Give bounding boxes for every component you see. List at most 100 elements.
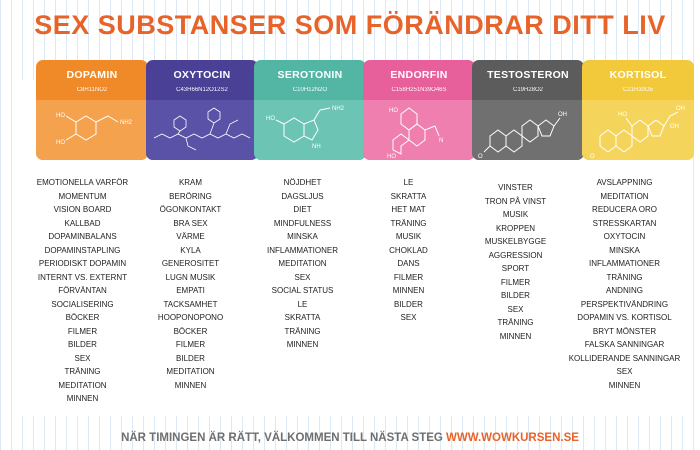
endorphin-molecule-icon: HO N HO [387, 107, 443, 160]
list-item: PERSPEKTIVÄNDRING [580, 299, 669, 309]
list-item: BILDER [394, 299, 423, 309]
card-header: TESTOSTERON C19H28O2 [472, 60, 584, 100]
list-item: AVSLAPPNING [596, 178, 653, 187]
substance-card-endorfin: ENDORFIN C158H251N39O46S HO N HO [363, 60, 475, 160]
list-item: STRESSKARTAN [592, 218, 657, 228]
list-item: BRA SEX [173, 218, 208, 228]
list-item: MINNEN [499, 331, 532, 341]
page-title: SEX SUBSTANSER SOM FÖRÄNDRAR DITT LIV [34, 10, 666, 40]
list-item: MINNEN [174, 380, 207, 390]
list-item: SEX [294, 272, 311, 282]
substance-name: KORTISOL [609, 69, 667, 81]
list-item: FILMER [67, 326, 98, 336]
svg-text:HO: HO [387, 154, 396, 160]
svg-text:HO: HO [56, 113, 65, 119]
list-item: PERIODISKT DOPAMIN [38, 259, 127, 268]
card-structure: HO N HO [363, 100, 475, 160]
list-item: SEX [74, 353, 91, 363]
list-item: DOPAMINBALANS [48, 232, 117, 241]
list-item: HOOPONOPONO [157, 313, 224, 322]
item-list-testosteron: VINSTER TRON PÅ VINST MUSIK KROPPEN MUSKELBY… [455, 181, 576, 343]
svg-text:OH: OH [670, 124, 679, 130]
item-list-dopamin: EMOTIONELLA VARFÖR MOMENTUM VISION BOARD KA… [22, 176, 143, 406]
list-item: KOLLIDERANDE SANNINGAR [568, 353, 681, 363]
list-item: SEX [507, 304, 524, 314]
list-item: MUSIK [502, 210, 529, 219]
list-item: MINSKA [609, 245, 640, 255]
list-item: SKRATTA [390, 191, 427, 201]
list-item: KALLBAD [64, 218, 101, 228]
list-item: TRÄNING [284, 326, 321, 336]
list-item: MOMENTUM [58, 191, 107, 201]
substance-formula: C21H30O5 [622, 87, 654, 93]
substance-formula: C43H66N12O12S2 [176, 87, 228, 93]
svg-text:HO: HO [389, 108, 398, 114]
substance-name: SEROTONIN [277, 69, 343, 81]
list-item: TRÄNING [606, 272, 643, 282]
list-item: HET MAT [391, 205, 426, 214]
item-list-serotonin: NÖJDHET DAGSLJUS DIET MINDFULNESS MINSKA INFL… [242, 176, 363, 352]
list-item: NÖJDHET [283, 178, 322, 187]
substance-card-testosteron: TESTOSTERON C19H28O2 OH O [472, 60, 584, 160]
svg-text:NH: NH [312, 144, 321, 150]
svg-text:OH: OH [676, 106, 685, 112]
list-item: ANDNING [606, 286, 643, 295]
substance-formula: C19H28O2 [512, 87, 544, 93]
list-item: MINDFULNESS [273, 218, 332, 228]
list-item: BILDER [501, 291, 530, 300]
list-item: INFLAMMATIONER [589, 259, 660, 268]
substance-card-dopamin: DOPAMIN C8H11NO2 HO HO NH2 [36, 60, 148, 160]
list-item: CHOKLAD [389, 245, 428, 255]
svg-text:N: N [439, 138, 443, 144]
list-item: BILDER [176, 353, 205, 363]
oxytocin-molecule-icon [153, 107, 251, 151]
list-item: SEX [400, 313, 417, 322]
substance-formula: C158H251N39O46S [391, 87, 447, 93]
substance-name: ENDORFIN [390, 69, 448, 81]
list-item: FÖRVÄNTAN [58, 286, 107, 295]
svg-text:NH2: NH2 [332, 106, 345, 112]
card-header: SEROTONIN C10H12N2O [254, 60, 366, 100]
list-item: EMOTIONELLA VARFÖR [36, 178, 129, 187]
list-item: MINNEN [286, 340, 319, 349]
list-item: DIET [293, 205, 312, 214]
list-item: OXYTOCIN [603, 232, 646, 241]
footer-url-link[interactable]: WWW.WOWKURSEN.SE [446, 432, 579, 444]
list-item: KROPPEN [495, 223, 536, 233]
list-item: SKRATTA [284, 313, 321, 322]
card-structure: HO HO NH2 [36, 100, 148, 160]
list-item: TRÄNING [390, 218, 427, 228]
list-item: MUSKELBYGGE [484, 237, 547, 246]
svg-text:HO: HO [618, 112, 627, 118]
list-item: TRÄNING [497, 318, 534, 327]
card-header: OXYTOCIN C43H66N12O12S2 [146, 60, 258, 100]
list-item: MINNEN [66, 394, 99, 403]
list-item: TRÄNING [64, 367, 101, 376]
substance-card-kortisol: KORTISOL C21H30O5 HO OH OH O [582, 60, 694, 160]
card-structure [146, 100, 258, 160]
list-item: ÖGONKONTAKT [159, 205, 222, 214]
list-item: MINNEN [608, 380, 641, 390]
list-item: BILDER [68, 340, 97, 349]
list-item: FILMER [500, 277, 531, 287]
list-item: LUGN MUSIK [165, 272, 216, 282]
list-item: INFLAMMATIONER [267, 245, 338, 255]
list-item: DOPAMIN VS. KORTISOL [577, 313, 672, 322]
list-item: BÖCKER [65, 313, 100, 322]
card-structure: OH O [472, 100, 584, 160]
svg-text:NH2: NH2 [120, 120, 133, 126]
testosterone-molecule-icon: OH O [478, 112, 567, 160]
list-item: SEX [616, 367, 633, 376]
list-item: SOCIALISERING [51, 299, 114, 309]
footer-text: NÄR TIMINGEN ÄR RÄTT, VÄLKOMMEN TILL NÄS… [121, 432, 443, 444]
list-item: SOCIAL STATUS [271, 286, 334, 295]
card-structure: HO NH2 NH [254, 100, 366, 160]
list-item: KRAM [178, 178, 203, 187]
list-item: BÖCKER [173, 326, 208, 336]
serotonin-molecule-icon: HO NH2 NH [266, 106, 345, 150]
list-item: MEDITATION [58, 380, 107, 390]
list-item: EMPATI [176, 286, 205, 295]
svg-text:O: O [478, 154, 483, 160]
item-list-endorfin: LE SKRATTA HET MAT TRÄNING MUSIK CHOKLAD DANS F… [348, 176, 469, 325]
substance-name: OXYTOCIN [173, 69, 231, 81]
